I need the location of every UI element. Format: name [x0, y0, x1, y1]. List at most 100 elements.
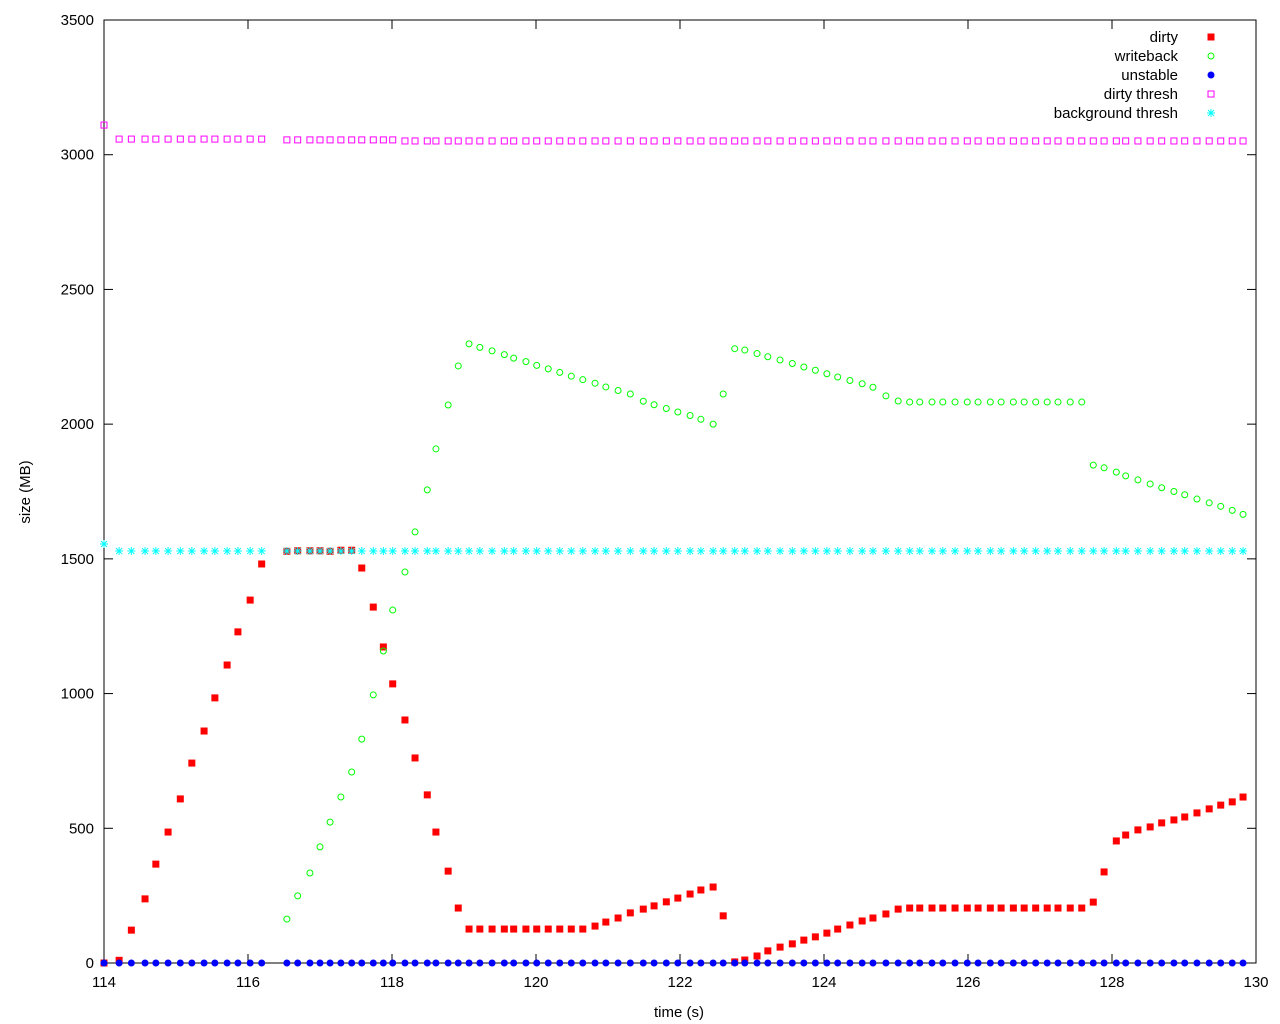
point [1193, 809, 1201, 817]
point [602, 959, 610, 967]
point [1216, 547, 1225, 556]
point [1146, 547, 1155, 556]
point [894, 137, 902, 145]
point [176, 795, 184, 803]
point [444, 959, 452, 967]
point [882, 392, 890, 400]
point [369, 959, 377, 967]
point [858, 547, 867, 556]
point [316, 959, 324, 967]
point [200, 959, 208, 967]
point [916, 904, 924, 912]
point [316, 547, 324, 556]
point [951, 547, 960, 556]
point [1100, 959, 1108, 967]
point [650, 959, 658, 967]
point [510, 354, 518, 362]
point [500, 925, 508, 933]
point [1228, 137, 1236, 145]
point [834, 925, 842, 933]
point [939, 398, 947, 406]
point [475, 547, 484, 556]
point [986, 547, 995, 556]
point [986, 959, 994, 967]
point [306, 959, 314, 967]
point [488, 137, 496, 145]
point [776, 943, 784, 951]
point [544, 365, 552, 373]
point [1217, 959, 1225, 967]
point [730, 547, 739, 556]
point [709, 137, 717, 145]
plot-frame [103, 19, 1257, 964]
point [1158, 484, 1166, 492]
point [401, 716, 409, 724]
point [614, 386, 622, 394]
point [939, 137, 947, 145]
point [951, 137, 959, 145]
point [127, 926, 135, 934]
point [614, 137, 622, 145]
point [127, 959, 135, 967]
point [753, 952, 761, 960]
point [1031, 547, 1040, 556]
point [1228, 506, 1236, 514]
point [963, 959, 971, 967]
point [100, 121, 108, 129]
point [894, 959, 902, 967]
point [579, 959, 587, 967]
point [916, 959, 924, 967]
point [1170, 959, 1178, 967]
point [1122, 959, 1130, 967]
point [846, 921, 854, 929]
point [522, 358, 530, 366]
point [686, 412, 694, 420]
point [662, 959, 670, 967]
point [164, 959, 172, 967]
point [348, 768, 356, 776]
point [882, 910, 890, 918]
point [1078, 398, 1086, 406]
point [1112, 137, 1120, 145]
point [465, 925, 473, 933]
point [401, 959, 409, 967]
point [731, 959, 739, 967]
point [674, 408, 682, 416]
point [974, 904, 982, 912]
point [234, 628, 242, 636]
legend-marker [1207, 90, 1215, 98]
point [500, 547, 509, 556]
point [601, 547, 610, 556]
point [674, 894, 682, 902]
point [776, 137, 784, 145]
point [869, 959, 877, 967]
point [997, 398, 1005, 406]
point [788, 360, 796, 368]
point [533, 137, 541, 145]
point [1066, 137, 1074, 145]
point [928, 959, 936, 967]
point [764, 959, 772, 967]
point [697, 137, 705, 145]
point [444, 401, 452, 409]
point [369, 136, 377, 144]
point [283, 136, 291, 144]
point [379, 136, 387, 144]
point [997, 547, 1006, 556]
point [834, 959, 842, 967]
point [916, 137, 924, 145]
point [1170, 816, 1178, 824]
point [650, 401, 658, 409]
point [369, 547, 378, 556]
point [326, 818, 334, 826]
point [823, 959, 831, 967]
point [246, 959, 254, 967]
point [294, 136, 302, 144]
point [389, 680, 397, 688]
point [626, 137, 634, 145]
point [1054, 904, 1062, 912]
point [1009, 959, 1017, 967]
point [164, 135, 172, 143]
point [1112, 547, 1121, 556]
